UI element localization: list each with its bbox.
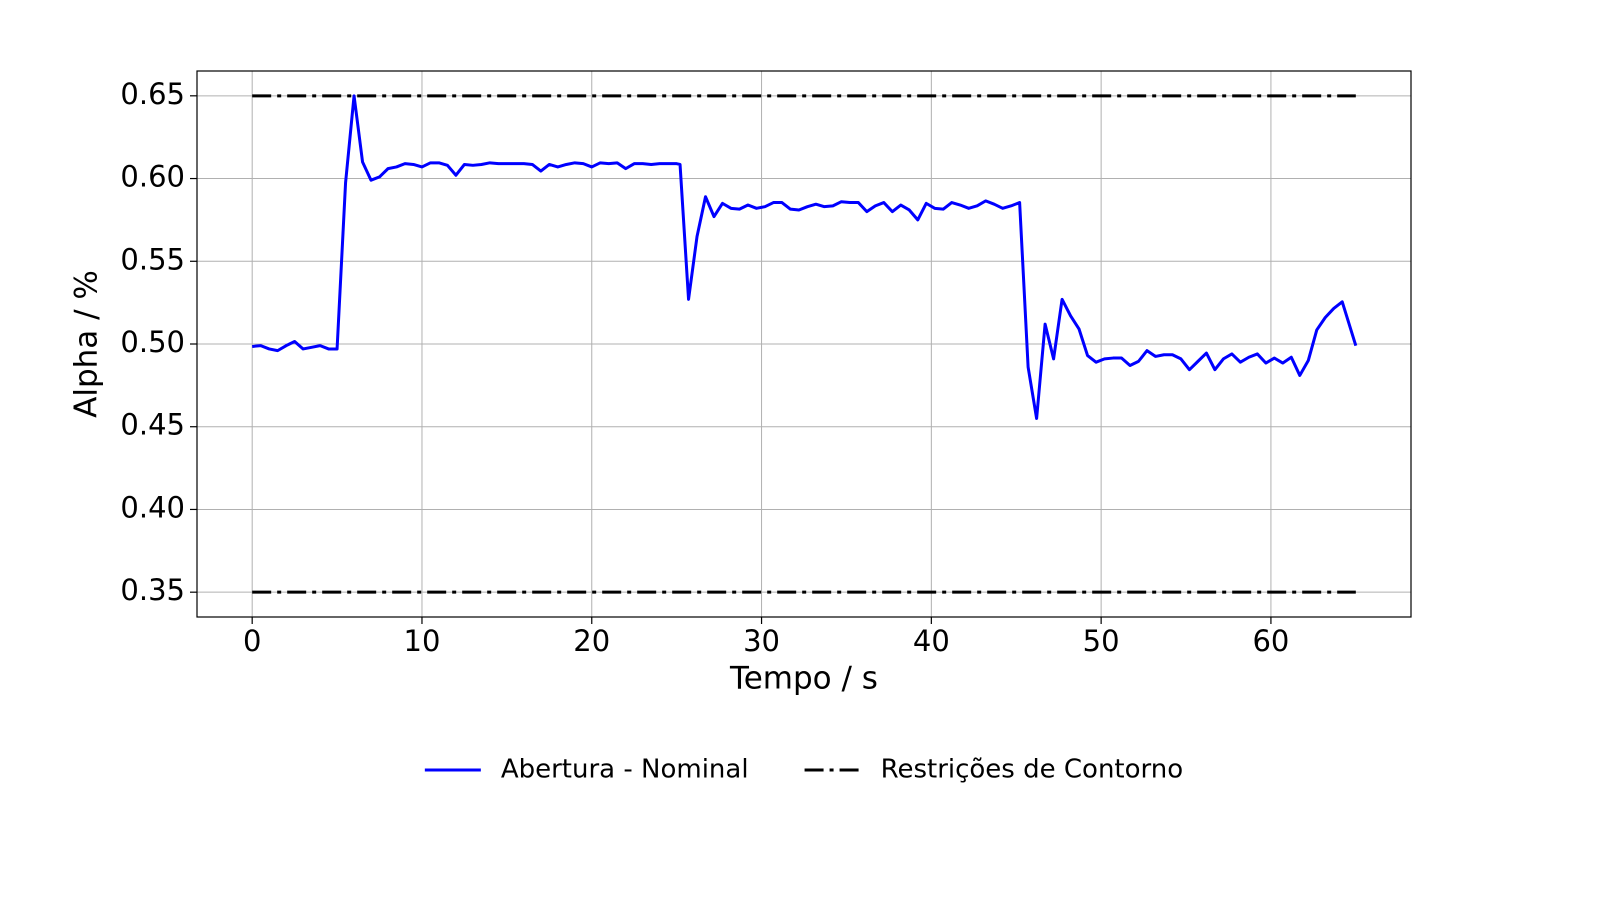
y-tick-label: 0.60 bbox=[120, 160, 185, 194]
y-tick-label: 0.65 bbox=[120, 77, 185, 111]
x-tick-label: 60 bbox=[1252, 624, 1289, 658]
x-axis-label: Tempo / s bbox=[729, 661, 878, 697]
y-tick-label: 0.55 bbox=[120, 242, 185, 276]
y-tick-label: 0.35 bbox=[120, 573, 185, 607]
x-tick-label: 50 bbox=[1083, 624, 1120, 658]
x-tick-label: 10 bbox=[404, 624, 441, 658]
y-tick-label: 0.40 bbox=[120, 490, 185, 524]
legend-label: Restrições de Contorno bbox=[881, 755, 1184, 785]
x-tick-label: 20 bbox=[573, 624, 610, 658]
legend-label: Abertura - Nominal bbox=[501, 755, 749, 785]
y-tick-label: 0.45 bbox=[120, 408, 185, 442]
x-tick-label: 30 bbox=[743, 624, 780, 658]
x-tick-label: 40 bbox=[913, 624, 950, 658]
series-line bbox=[252, 94, 1356, 594]
x-tick-label: 0 bbox=[243, 624, 261, 658]
y-tick-label: 0.50 bbox=[120, 325, 185, 359]
y-axis-label: Alpha / % bbox=[69, 270, 105, 418]
series-line bbox=[252, 94, 1358, 420]
plot-frame bbox=[196, 70, 1412, 618]
